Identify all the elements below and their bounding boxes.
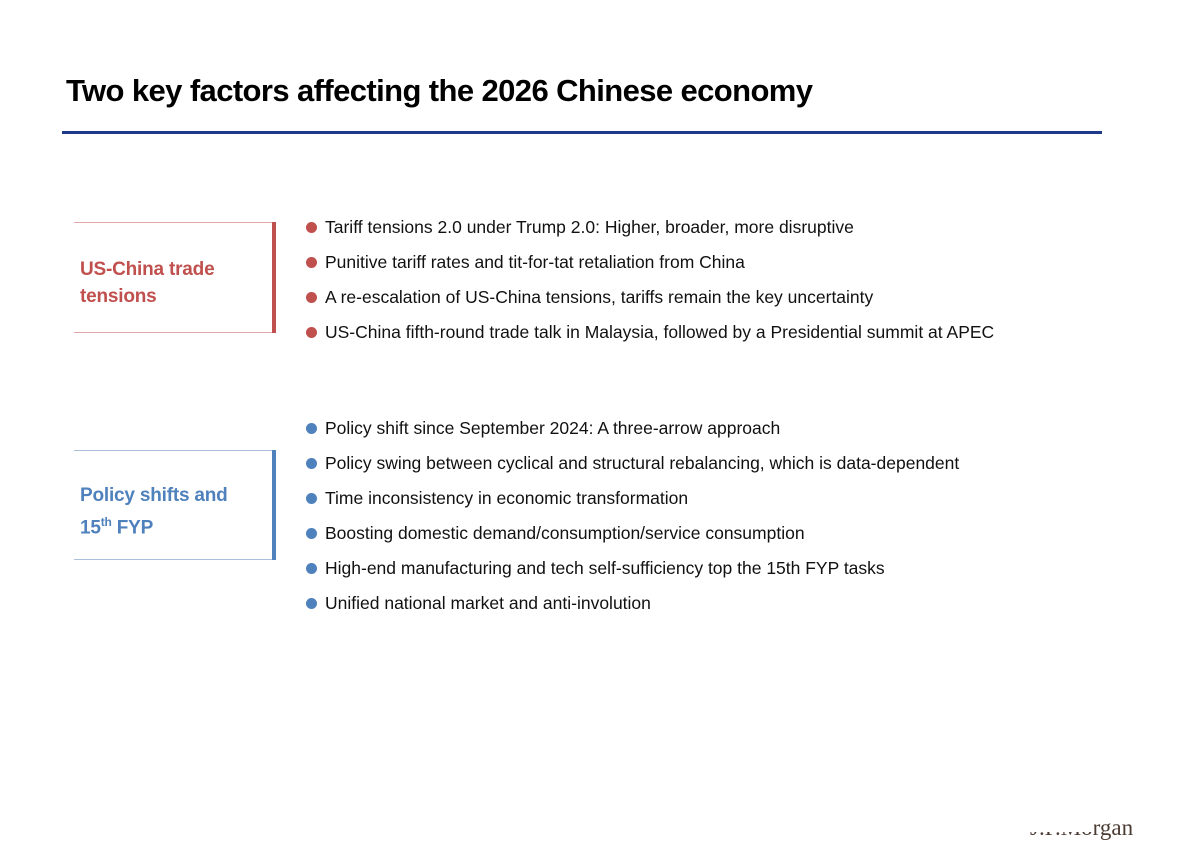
- bullet-dot-icon: [306, 458, 317, 469]
- accent-bar: [272, 450, 276, 560]
- bullet-dot-icon: [306, 292, 317, 303]
- bullet-dot-icon: [306, 563, 317, 574]
- bullet-text: Unified national market and anti-involut…: [325, 593, 651, 613]
- bullet-item: Tariff tensions 2.0 under Trump 2.0: Hig…: [305, 216, 994, 251]
- bullet-item: A re-escalation of US-China tensions, ta…: [305, 286, 994, 321]
- bullet-item: High-end manufacturing and tech self-suf…: [305, 557, 959, 592]
- jpmorgan-logo: J.P.Morgan: [1030, 808, 1150, 842]
- bullet-text: Time inconsistency in economic transform…: [325, 488, 689, 508]
- section-card-trade-tensions: US-China trade tensions: [74, 222, 276, 333]
- bullet-text: A re-escalation of US-China tensions, ta…: [325, 287, 874, 307]
- bullet-item: Punitive tariff rates and tit-for-tat re…: [305, 251, 994, 286]
- bullet-dot-icon: [306, 493, 317, 504]
- bullet-item: Policy swing between cyclical and struct…: [305, 452, 959, 487]
- bullet-dot-icon: [306, 222, 317, 233]
- section-label-policy-shifts: Policy shifts and 15th FYP: [80, 482, 228, 541]
- label-line: Policy shifts and: [80, 485, 228, 506]
- bullet-item: US-China fifth-round trade talk in Malay…: [305, 321, 994, 356]
- bullet-text: US-China fifth-round trade talk in Malay…: [325, 322, 995, 342]
- policy-shifts-bullet-list: Policy shift since September 2024: A thr…: [305, 417, 959, 627]
- bullet-dot-icon: [306, 598, 317, 609]
- label-line: tensions: [80, 286, 157, 307]
- bullet-item: Policy shift since September 2024: A thr…: [305, 417, 959, 452]
- bullet-dot-icon: [306, 423, 317, 434]
- label-rest: FYP: [111, 517, 154, 539]
- bullet-item: Time inconsistency in economic transform…: [305, 487, 959, 522]
- section-card-policy-shifts: Policy shifts and 15th FYP: [74, 450, 276, 560]
- bullet-text: Policy swing between cyclical and struct…: [325, 453, 960, 473]
- bullet-dot-icon: [306, 327, 317, 338]
- title-underline: [62, 131, 1102, 134]
- label-number: 15: [80, 517, 101, 539]
- bullet-dot-icon: [306, 257, 317, 268]
- bullet-item: Unified national market and anti-involut…: [305, 592, 959, 627]
- bullet-text: Boosting domestic demand/consumption/ser…: [325, 523, 805, 543]
- label-line: US-China trade: [80, 259, 215, 280]
- label-line: 15th FYP: [80, 509, 228, 541]
- trade-tensions-bullet-list: Tariff tensions 2.0 under Trump 2.0: Hig…: [305, 216, 994, 356]
- logo-clip: [1030, 808, 1094, 832]
- bullet-text: Punitive tariff rates and tit-for-tat re…: [325, 252, 745, 272]
- section-label-trade-tensions: US-China trade tensions: [80, 256, 215, 310]
- slide-title: Two key factors affecting the 2026 Chine…: [66, 73, 813, 108]
- bullet-text: High-end manufacturing and tech self-suf…: [325, 558, 885, 578]
- bullet-item: Boosting domestic demand/consumption/ser…: [305, 522, 959, 557]
- bullet-text: Tariff tensions 2.0 under Trump 2.0: Hig…: [325, 217, 854, 237]
- accent-bar: [272, 222, 276, 333]
- bullet-text: Policy shift since September 2024: A thr…: [325, 418, 781, 438]
- bullet-dot-icon: [306, 528, 317, 539]
- label-superscript: th: [100, 515, 112, 529]
